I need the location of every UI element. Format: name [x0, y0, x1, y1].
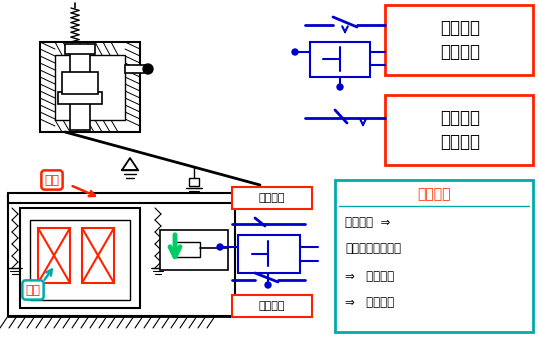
- Bar: [82, 228, 114, 283]
- Bar: [175, 242, 200, 257]
- Bar: [160, 230, 228, 270]
- Bar: [70, 50, 90, 130]
- Text: 动作过程: 动作过程: [417, 187, 451, 201]
- Text: 常闭触头
延时打开: 常闭触头 延时打开: [440, 109, 480, 151]
- Bar: [38, 228, 70, 283]
- Text: ⇒   触头动作: ⇒ 触头动作: [345, 296, 394, 310]
- Bar: [125, 65, 145, 73]
- Bar: [385, 95, 533, 165]
- Circle shape: [265, 282, 271, 288]
- Bar: [20, 208, 140, 308]
- Text: 常开触头: 常开触头: [259, 301, 285, 311]
- Bar: [310, 42, 370, 77]
- Bar: [335, 180, 533, 332]
- Bar: [55, 55, 125, 120]
- Circle shape: [337, 84, 343, 90]
- Bar: [30, 220, 130, 300]
- Bar: [238, 235, 300, 273]
- Text: 衔铁吸合（向下）: 衔铁吸合（向下）: [345, 242, 401, 256]
- Circle shape: [217, 244, 223, 250]
- Text: 线圈通电  ⇒: 线圈通电 ⇒: [345, 216, 390, 228]
- Text: ⇒   连杆动作: ⇒ 连杆动作: [345, 269, 394, 283]
- Bar: [40, 42, 140, 132]
- Bar: [232, 295, 312, 317]
- Circle shape: [292, 49, 298, 55]
- Bar: [189, 178, 199, 186]
- Text: 线圈: 线圈: [25, 284, 40, 296]
- Text: 常闭触头: 常闭触头: [259, 193, 285, 203]
- Bar: [385, 5, 533, 75]
- Text: 衔铁: 衔铁: [44, 173, 59, 187]
- Bar: [62, 72, 98, 94]
- Bar: [232, 187, 312, 209]
- Text: 常开触头
延时闭合: 常开触头 延时闭合: [440, 19, 480, 61]
- Bar: [58, 92, 102, 104]
- Bar: [8, 196, 235, 316]
- Bar: [8, 193, 235, 203]
- Circle shape: [143, 64, 153, 74]
- Bar: [65, 44, 95, 54]
